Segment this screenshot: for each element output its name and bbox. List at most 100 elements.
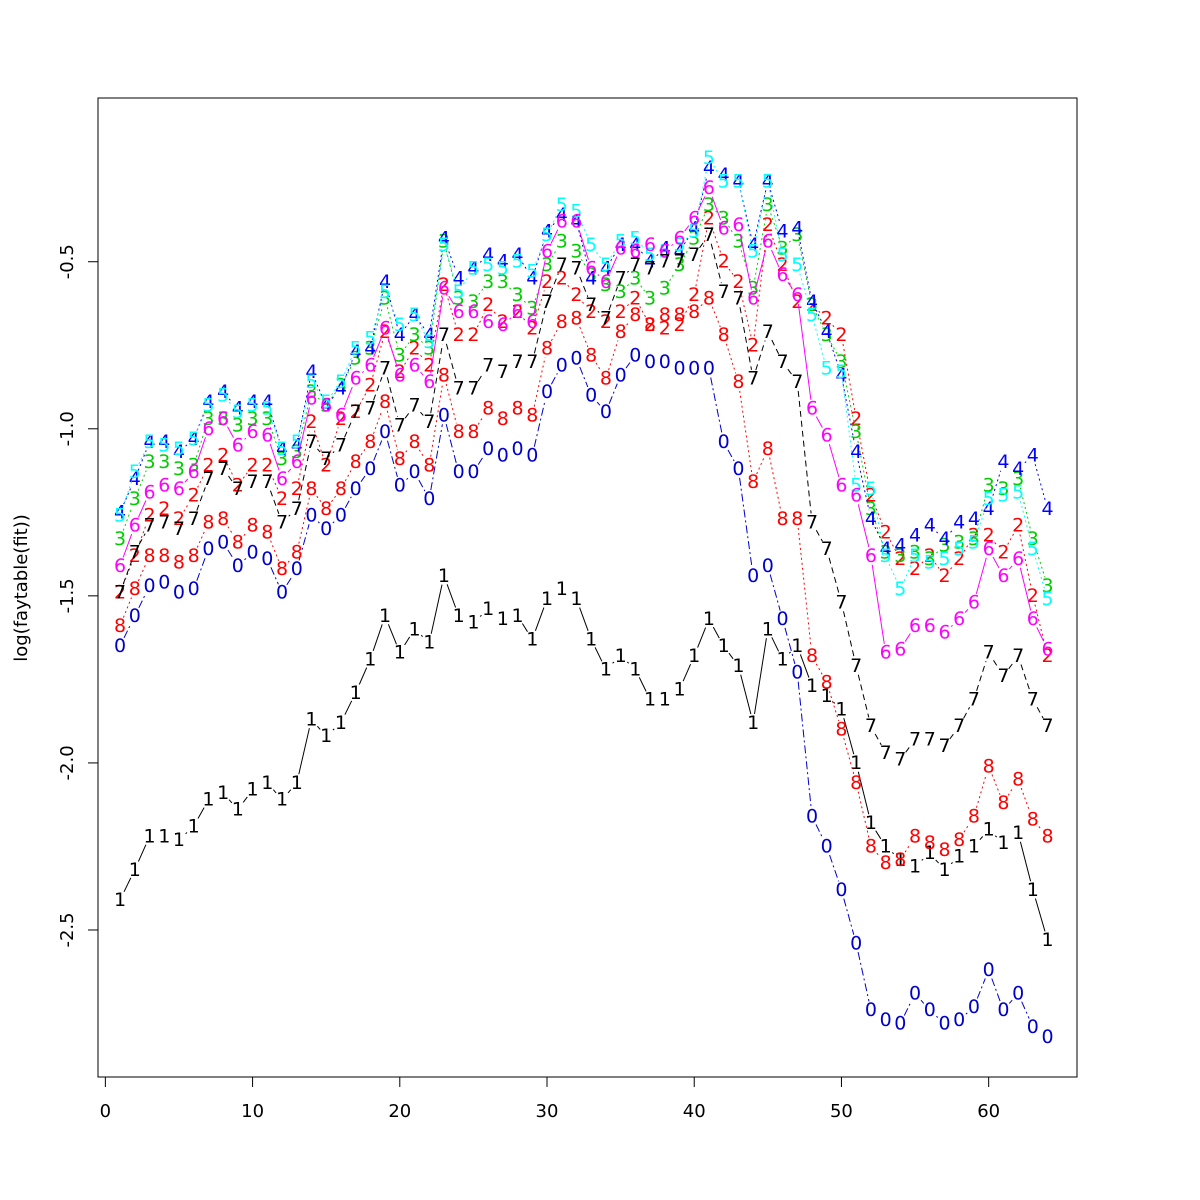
series-0-point: 0 xyxy=(497,445,509,467)
series-6-point: 6 xyxy=(217,408,229,430)
series-4-point: 4 xyxy=(350,341,362,363)
series-4-point: 4 xyxy=(615,234,627,256)
series-6-point: 6 xyxy=(305,388,317,410)
series-2-point: 2 xyxy=(673,314,685,336)
series-6-point: 6 xyxy=(659,241,671,263)
series-4-point: 4 xyxy=(320,394,332,416)
series-0-point: 0 xyxy=(968,996,980,1018)
series-4-point: 4 xyxy=(482,244,494,266)
series-8-point: 8 xyxy=(615,321,627,343)
series-7-point: 7 xyxy=(865,715,877,737)
series-8-point: 8 xyxy=(762,438,774,460)
series-7-point: 7 xyxy=(379,358,391,380)
series-4-point: 4 xyxy=(777,221,789,243)
series-2-point: 2 xyxy=(983,525,995,547)
y-tick-label: -0.5 xyxy=(57,244,78,279)
series-8-point: 8 xyxy=(453,421,465,443)
series-3-point: 3 xyxy=(1042,575,1054,597)
series-6-point: 6 xyxy=(247,421,259,443)
series-0-point: 0 xyxy=(644,351,656,373)
series-8-point: 8 xyxy=(335,478,347,500)
series-3-point: 3 xyxy=(247,408,259,430)
series-5-point: 5 xyxy=(423,331,435,353)
series-4-point: 4 xyxy=(894,535,906,557)
x-tick-label: 20 xyxy=(388,1101,411,1122)
series-6-point: 6 xyxy=(291,451,303,473)
series-1-point: 1 xyxy=(217,782,229,804)
series-2-point: 2 xyxy=(1042,645,1054,667)
series-6-point: 6 xyxy=(379,318,391,340)
series-2-point: 2 xyxy=(880,521,892,543)
series-7-point: 7 xyxy=(688,244,700,266)
series-4-point: 4 xyxy=(865,508,877,530)
series-2-point: 2 xyxy=(453,324,465,346)
series-0-point: 0 xyxy=(732,458,744,480)
x-tick-label: 60 xyxy=(977,1101,1000,1122)
series-3-point: 3 xyxy=(217,408,229,430)
series-4-point: 4 xyxy=(585,267,597,289)
series-1-point: 1 xyxy=(688,645,700,667)
series-4-point: 4 xyxy=(659,237,671,259)
series-3-point: 3 xyxy=(880,541,892,563)
series-8-point: 8 xyxy=(718,324,730,346)
series-1-point: 1 xyxy=(938,859,950,881)
series-8-point: 8 xyxy=(629,304,641,326)
series-2-point: 2 xyxy=(114,582,126,604)
series-0-point: 0 xyxy=(512,438,524,460)
series-7-point: 7 xyxy=(350,401,362,423)
series-8-point: 8 xyxy=(114,615,126,637)
series-8-point: 8 xyxy=(512,398,524,420)
series-3-point: 3 xyxy=(938,535,950,557)
x-tick-label: 10 xyxy=(241,1101,264,1122)
series-2-point: 2 xyxy=(276,488,288,510)
series-6-point: 6 xyxy=(1012,548,1024,570)
series-2-point: 2 xyxy=(305,411,317,433)
series-1-point: 1 xyxy=(1012,822,1024,844)
series-5-point: 5 xyxy=(541,224,553,246)
series-3-point: 3 xyxy=(423,338,435,360)
series-6-point: 6 xyxy=(438,277,450,299)
series-8-point: 8 xyxy=(673,304,685,326)
series-2-point: 2 xyxy=(364,374,376,396)
series-6-point: 6 xyxy=(467,301,479,323)
series-7-point: 7 xyxy=(335,434,347,456)
series-2-point: 2 xyxy=(850,408,862,430)
series-7-point: 7 xyxy=(232,478,244,500)
series-8-point: 8 xyxy=(394,448,406,470)
series-7-point: 7 xyxy=(747,368,759,390)
series-6-point: 6 xyxy=(997,565,1009,587)
series-3-point: 3 xyxy=(688,227,700,249)
series-5-point: 5 xyxy=(482,254,494,276)
series-7-point: 7 xyxy=(703,224,715,246)
series-2-point: 2 xyxy=(526,318,538,340)
series-0-point: 0 xyxy=(129,605,141,627)
series-1-point: 1 xyxy=(880,835,892,857)
series-5-point: 5 xyxy=(247,394,259,416)
series-8-point: 8 xyxy=(541,338,553,360)
series-4-point: 4 xyxy=(762,171,774,193)
series-6-point: 6 xyxy=(791,284,803,306)
series-3-point: 3 xyxy=(762,194,774,216)
series-0-point: 0 xyxy=(261,548,273,570)
series-0-point: 0 xyxy=(688,358,700,380)
series-1-point: 1 xyxy=(291,772,303,794)
series-5-point: 5 xyxy=(467,257,479,279)
series-1-point: 1 xyxy=(777,648,789,670)
series-3-point: 3 xyxy=(644,287,656,309)
series-2-point: 2 xyxy=(512,301,524,323)
series-2-point: 2 xyxy=(570,284,582,306)
series-1-point: 1 xyxy=(247,779,259,801)
series-3-point: 3 xyxy=(718,207,730,229)
series-4-point: 4 xyxy=(850,441,862,463)
series-3-point: 3 xyxy=(997,478,1009,500)
series-5-point: 5 xyxy=(408,304,420,326)
series-8-point: 8 xyxy=(865,835,877,857)
series-6-point: 6 xyxy=(629,241,641,263)
series-8-point: 8 xyxy=(408,431,420,453)
series-0-point: 0 xyxy=(335,505,347,527)
series-8-point: 8 xyxy=(570,308,582,330)
series-6-point: 6 xyxy=(173,478,185,500)
series-5-point: 5 xyxy=(673,234,685,256)
series-3-point: 3 xyxy=(497,271,509,293)
series-5-point: 5 xyxy=(320,391,332,413)
